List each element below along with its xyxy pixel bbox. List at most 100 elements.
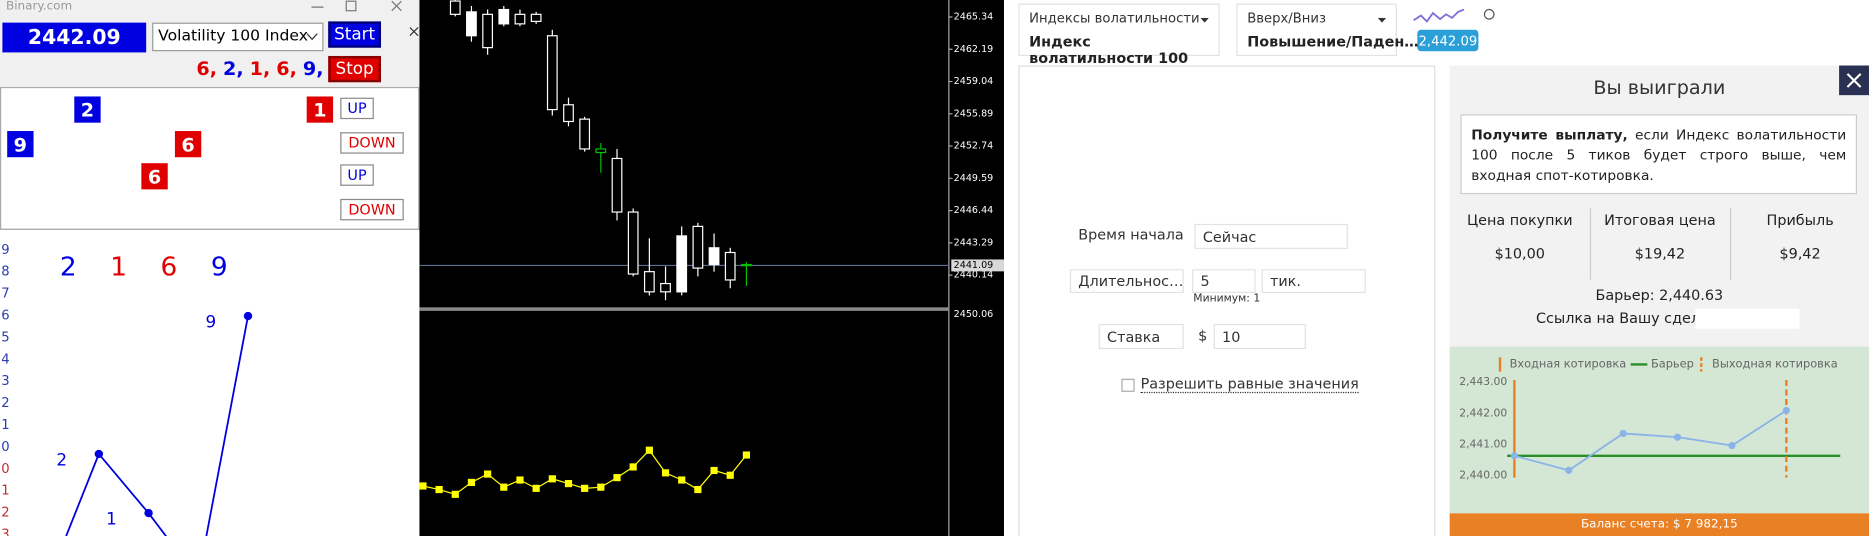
candle-body	[611, 157, 623, 213]
candle-body	[498, 8, 510, 25]
duration-input[interactable]: 5	[1192, 269, 1256, 294]
caret	[1200, 17, 1209, 23]
balance-bar: Баланс счета: $ 7 982,15	[1449, 513, 1869, 536]
digit-box: 6	[174, 131, 202, 158]
background	[419, 0, 1004, 536]
bet-button[interactable]: UP	[340, 164, 374, 186]
column-divider	[1730, 208, 1732, 280]
contract-link[interactable]: Ссылка на Вашу сделку	[1535, 309, 1718, 327]
close-icon[interactable]	[391, 0, 402, 12]
indicator-point	[742, 451, 750, 459]
candle-body	[676, 235, 688, 293]
candle-body	[708, 247, 720, 266]
header-digit: 1	[110, 253, 127, 283]
bet-button[interactable]: UP	[340, 97, 374, 120]
currency: $	[1198, 327, 1208, 345]
indicator-point	[629, 463, 637, 471]
start-button[interactable]: Start	[328, 21, 381, 48]
description-bold: Получите выплату,	[1471, 126, 1628, 143]
candle-body	[579, 118, 591, 150]
tick-point	[1782, 406, 1790, 415]
y-tick-label: 2	[1, 506, 9, 521]
candle-body	[546, 35, 558, 111]
indicator-point	[435, 485, 443, 494]
close-icon[interactable]	[409, 26, 420, 37]
tick-point	[1619, 429, 1627, 438]
y-tick-label: 2,441.00	[1459, 437, 1507, 450]
clock-icon[interactable]	[1483, 8, 1495, 20]
legend-label: Входная котировка	[1510, 357, 1627, 371]
y-tick-label: 6	[1, 309, 9, 324]
last-digits: 6, 2, 1, 6, 9,	[196, 57, 323, 80]
indicator-point	[581, 484, 589, 492]
digit-box: 2	[74, 96, 101, 123]
tick-point	[1565, 466, 1573, 474]
value: тик.	[1269, 272, 1301, 290]
start-select[interactable]: Сейчас	[1194, 223, 1348, 249]
candle-body	[530, 13, 542, 23]
form-panel	[1018, 65, 1436, 536]
stake-input[interactable]: 10	[1213, 323, 1306, 349]
column-label: Итоговая цена	[1604, 212, 1716, 229]
column-label: Прибыль	[1766, 212, 1834, 229]
indicator-point	[564, 480, 573, 488]
column-value: $19,42	[1634, 245, 1686, 263]
y-tick-label: 4	[1, 352, 9, 367]
digit-box: 6	[141, 163, 168, 190]
bet-button[interactable]: DOWN	[340, 132, 404, 154]
indicator-point	[419, 482, 427, 490]
duration-unit[interactable]: тик.	[1261, 269, 1366, 294]
result-title: Вы выиграли	[1593, 76, 1726, 99]
last-digit: 2,	[222, 57, 244, 80]
value: Повышение/Паден…	[1247, 33, 1419, 51]
symbol-select[interactable]: Volatility 100 Index	[152, 22, 324, 52]
legend-label: Выходная котировка	[1712, 357, 1838, 371]
chevron	[306, 33, 318, 41]
candle-body	[643, 271, 655, 293]
y-tick-label: 2459.04	[954, 76, 994, 87]
point-label: 2	[56, 450, 67, 470]
indicator-point	[484, 470, 492, 478]
stake-type[interactable]: Ставка	[1098, 323, 1184, 349]
result-chart: 2,443.00 2,442.00 2,441.00 2,440.00 Входная …	[1449, 346, 1869, 514]
checkbox[interactable]	[1121, 378, 1135, 392]
candle-body	[449, 0, 461, 15]
stop-button[interactable]: Stop	[328, 55, 381, 83]
value: 10	[1222, 328, 1241, 345]
indicator-point	[532, 484, 540, 492]
maximize-icon[interactable]	[345, 0, 357, 12]
y-tick-label: 1	[1, 484, 9, 499]
sparkline	[1413, 8, 1495, 23]
current-price-label: 2441.09	[954, 260, 994, 271]
y-tick-label: 0	[1, 440, 9, 455]
y-tick-label: 3	[1, 528, 9, 536]
value: 5	[1200, 272, 1210, 290]
indicator-point	[613, 474, 621, 482]
result-columns: Цена покупки $10,00 Итоговая цена $19,42 При…	[1450, 208, 1869, 280]
market-select[interactable]: Индексы волатильности Индекс волатильнос…	[1018, 3, 1220, 67]
y-tick-label: 9	[1, 243, 9, 258]
duration-type[interactable]: Длительнос…	[1069, 269, 1184, 294]
digit-point	[94, 449, 104, 459]
candle-body	[514, 13, 526, 25]
column-divider	[1589, 208, 1592, 280]
bet-button[interactable]: DOWN	[340, 198, 404, 221]
header-digit: 2	[60, 253, 77, 283]
y-tick-label: 2,440.00	[1459, 468, 1507, 481]
header-digit: 9	[211, 253, 228, 283]
indicator-point	[726, 471, 734, 479]
allow-equal[interactable]: Разрешить равные значения	[1140, 375, 1359, 394]
y-tick-label: 5	[1, 330, 9, 345]
window-controls	[311, 0, 402, 12]
digit-point	[243, 311, 253, 321]
indicator-point	[548, 475, 556, 483]
indicator-point	[661, 469, 670, 477]
close-button[interactable]	[1839, 65, 1869, 96]
type-select[interactable]: Вверх/Вниз Повышение/Паден…	[1236, 3, 1419, 56]
y-tick-label: 2455.89	[954, 108, 994, 119]
current-price-box	[951, 259, 1004, 272]
last-digit: 6,	[196, 57, 218, 80]
